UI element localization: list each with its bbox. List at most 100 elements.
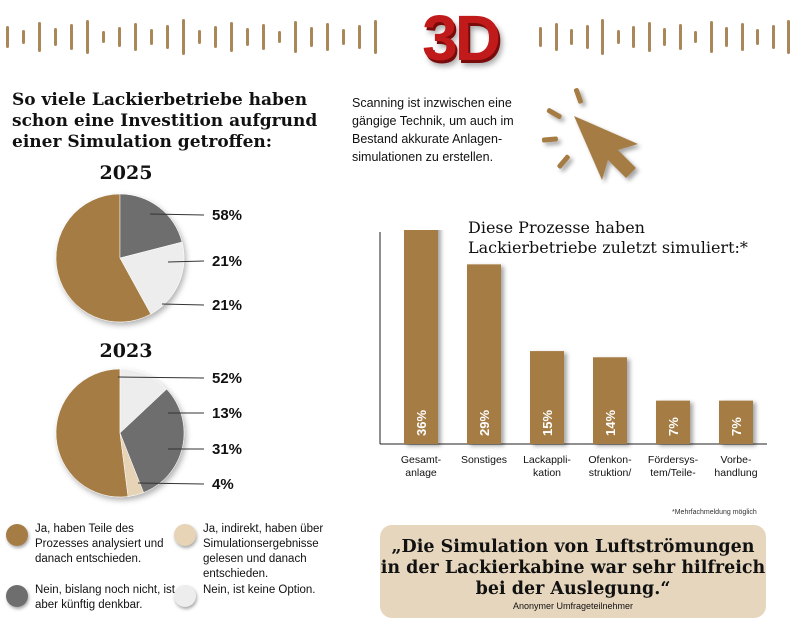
pie-slice xyxy=(55,193,152,323)
bar-category-label: Lackappli- xyxy=(523,454,571,466)
pie-2023-chart: 52% 13% 31% 4% xyxy=(55,368,242,498)
waveform-line xyxy=(358,25,361,49)
waveform-line xyxy=(787,20,790,54)
waveform-line xyxy=(570,29,573,45)
legend-label-ja-teile: Ja, haben Teile des Prozesses analysiert… xyxy=(35,523,164,565)
bar xyxy=(467,264,501,444)
scanning-note: Scanning ist inzwischen eine gängige Tec… xyxy=(352,96,514,164)
pie-2025-title: 2025 xyxy=(99,162,153,184)
waveform-line xyxy=(616,30,620,44)
bar-value-label: 14% xyxy=(603,410,618,436)
bar-value-label: 7% xyxy=(666,417,681,436)
pie-slice xyxy=(119,388,185,493)
waveform-line xyxy=(262,24,265,50)
bar-category-label: Fördersys- xyxy=(648,454,699,466)
waveform-line xyxy=(118,27,121,47)
waveform-line xyxy=(134,23,137,51)
pie-leader-line xyxy=(117,376,205,379)
waveform-line xyxy=(54,28,57,46)
waveform-line xyxy=(70,24,73,50)
waveform-line xyxy=(6,26,9,48)
pie-leader-line xyxy=(161,303,205,306)
pie-value-label: 58% xyxy=(212,207,242,224)
waveform-line xyxy=(585,25,589,49)
waveform-line xyxy=(166,25,169,49)
legend-swatch-ja-indirekt xyxy=(174,524,196,546)
waveform-line xyxy=(246,28,249,46)
waveform-line xyxy=(294,21,297,53)
waveform-line xyxy=(678,24,682,50)
bar-category-label: handlung xyxy=(714,467,757,479)
pie-value-label: 52% xyxy=(212,370,242,387)
legend-label-nein-option: Nein, ist keine Option. xyxy=(203,584,316,596)
waveform-line xyxy=(86,20,89,54)
footnote: *Mehrfachmeldung möglich xyxy=(672,509,757,516)
pie-2023-title: 2023 xyxy=(99,340,153,362)
bar-value-label: 36% xyxy=(414,410,429,436)
legend-label-nein-kuenftig: Nein, bislang noch nicht, ist aber künft… xyxy=(35,584,175,611)
bar-category-label: struktion/ xyxy=(589,467,632,479)
waveform-line xyxy=(740,23,744,51)
pie-value-label: 13% xyxy=(212,405,242,422)
waveform-line xyxy=(709,21,713,53)
waveform-line xyxy=(771,25,775,49)
page-title: 3D xyxy=(422,2,501,74)
legend-swatch-ja-teile xyxy=(6,524,28,546)
quote-box: „Die Simulation von Luftströmungen in de… xyxy=(380,525,766,618)
pie-slice xyxy=(119,241,185,315)
bar-category-label: kation xyxy=(533,467,561,479)
waveform-line xyxy=(539,27,542,47)
waveform-line xyxy=(663,28,666,46)
bar-value-label: 29% xyxy=(477,410,492,436)
bar xyxy=(530,351,564,444)
pie-value-label: 4% xyxy=(212,476,234,493)
bar xyxy=(719,400,753,444)
waveform-line xyxy=(632,26,635,48)
waveform-line xyxy=(278,31,281,43)
pie-value-label: 21% xyxy=(212,253,242,270)
pie-value-label: 31% xyxy=(212,441,242,458)
pie-slice xyxy=(55,368,129,498)
waveform-line xyxy=(756,29,759,45)
waveform-line xyxy=(198,30,201,44)
waveform-line xyxy=(725,27,728,47)
quote-author: Anonymer Umfrageteilnehmer xyxy=(512,601,634,611)
bar-category-label: Sonstiges xyxy=(461,454,507,466)
pie-2025-chart: 58% 21% 21% xyxy=(55,193,242,323)
bar xyxy=(404,230,438,444)
bar-category-label: Ofenkon- xyxy=(588,454,632,466)
bar-category-label: Gesamt- xyxy=(401,454,442,466)
waveform-line xyxy=(342,29,345,45)
pie-slice xyxy=(119,432,144,497)
waveform-line xyxy=(214,26,217,48)
waveform-line xyxy=(310,27,313,47)
legend-label-ja-indirekt: Ja, indirekt, haben über Simulationserge… xyxy=(203,523,324,580)
waveform-line xyxy=(182,19,185,55)
waveform-line xyxy=(326,23,329,51)
pie-leader-line xyxy=(149,213,205,216)
bar xyxy=(593,357,627,444)
pie-slice xyxy=(119,193,183,259)
waveform-line xyxy=(22,30,25,44)
bar-category-label: anlage xyxy=(405,467,437,479)
legend-swatch-nein-option xyxy=(174,585,196,607)
survey-heading: So viele Lackierbetriebe haben schon ein… xyxy=(12,90,318,152)
quote-text: „Die Simulation von Luftströmungen in de… xyxy=(380,537,766,599)
pie-leader-line xyxy=(137,482,205,485)
bar-chart-heading: Diese Prozesse haben Lackierbetriebe zul… xyxy=(468,218,748,257)
waveform-line xyxy=(554,23,558,51)
waveform-line xyxy=(102,31,105,43)
waveform-decoration-left xyxy=(0,14,385,60)
waveform-line xyxy=(694,31,697,43)
waveform-line xyxy=(38,22,41,52)
waveform-line xyxy=(150,29,153,45)
bar xyxy=(656,400,690,444)
legend-swatch-nein-kuenftig xyxy=(6,585,28,607)
waveform-line xyxy=(374,20,377,54)
pie-leader-line xyxy=(167,260,205,263)
bar-category-label: tem/Teile- xyxy=(650,467,696,479)
bar-category-label: Vorbe- xyxy=(721,454,752,466)
waveform-line xyxy=(601,19,604,55)
mouse-cursor-click-icon xyxy=(541,88,638,180)
bar-value-label: 15% xyxy=(540,410,555,436)
